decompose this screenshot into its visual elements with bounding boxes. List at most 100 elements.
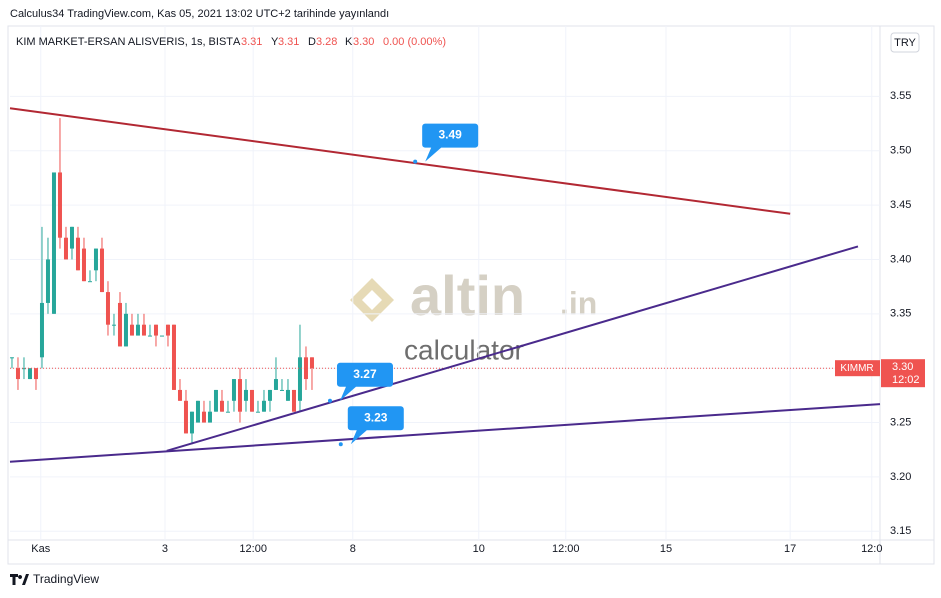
- x-tick-label: 8: [350, 543, 356, 555]
- footer-brand: TradingView: [33, 572, 99, 586]
- candle-body: [243, 389, 248, 401]
- candle-body: [225, 411, 230, 413]
- candle-body: [135, 324, 140, 336]
- candle-body: [177, 389, 182, 401]
- candle-body: [9, 357, 14, 359]
- candle-body: [237, 379, 242, 412]
- candle-body: [51, 172, 56, 314]
- candle-body: [99, 248, 104, 293]
- legend-label: Y: [271, 36, 279, 48]
- candle-body: [93, 248, 98, 271]
- candle-body: [183, 400, 188, 434]
- candle-body: [39, 302, 44, 358]
- currency-box[interactable]: [890, 32, 920, 53]
- y-tick-label: 3.50: [890, 145, 911, 157]
- candle-body: [297, 357, 302, 401]
- candle-body: [201, 411, 206, 423]
- annotation-label: 3.23: [364, 410, 388, 424]
- price-tag-time: 12:02: [892, 374, 920, 386]
- candle-body: [141, 324, 146, 336]
- candle-body: [207, 411, 212, 423]
- candle-body: [291, 389, 296, 412]
- x-tick-label: 12:00: [239, 543, 267, 555]
- y-tick-label: 3.45: [890, 199, 911, 211]
- legend-value: 3.31: [241, 36, 262, 48]
- candle-body: [33, 368, 38, 380]
- watermark-logo: [350, 278, 394, 322]
- candle-body: [255, 411, 260, 413]
- candle-body: [87, 281, 92, 283]
- candle-body: [69, 226, 74, 249]
- legend-label: D: [308, 36, 316, 48]
- candle-body: [189, 411, 194, 434]
- anchor-point: [327, 398, 332, 403]
- y-tick-label: 3.40: [890, 253, 911, 265]
- tv-icon: [10, 574, 29, 585]
- candle-body: [21, 368, 26, 370]
- legend-change: 0.00 (0.00%): [383, 36, 446, 48]
- currency[interactable]: TRY: [894, 37, 916, 49]
- symbol-tag-label: KIMMR: [840, 363, 873, 374]
- candle-body: [249, 389, 254, 412]
- candle-body: [63, 237, 68, 260]
- annotation-label: 3.27: [353, 367, 377, 381]
- candle-body: [165, 324, 170, 336]
- legend-label: A: [233, 36, 241, 48]
- y-tick-label: 3.35: [890, 308, 911, 320]
- candle-body: [75, 237, 80, 271]
- symbol: KIM MARKET-ERSAN ALISVERIS, 1s, BIST: [16, 36, 233, 48]
- footer-logo: TradingView: [10, 572, 99, 586]
- candle-body: [303, 357, 308, 380]
- watermark-brand: altin: [410, 264, 525, 327]
- x-tick-label: 15: [660, 543, 672, 555]
- candle-body: [261, 400, 266, 412]
- trendline: [166, 245, 859, 452]
- anchor-point: [413, 159, 418, 164]
- legend-value: 3.28: [316, 36, 337, 48]
- candle-body: [213, 389, 218, 412]
- candle-body: [309, 357, 314, 369]
- price-tag: [881, 359, 925, 388]
- candle-body: [57, 172, 62, 238]
- chart-frame: [7, 25, 935, 565]
- candle-body: [81, 248, 86, 282]
- x-tick-label: 12:00: [552, 543, 580, 555]
- x-tick-label: 17: [784, 543, 796, 555]
- trendline: [9, 107, 791, 215]
- legend: KIM MARKET-ERSAN ALISVERIS, 1s, BIST A 3…: [16, 36, 446, 48]
- candle-body: [159, 335, 164, 337]
- candle-body: [267, 389, 272, 401]
- callout: [336, 362, 393, 401]
- y-tick-label: 3.25: [890, 416, 911, 428]
- plot: 3.49 3.27 3.23: [9, 26, 881, 540]
- callout: [347, 406, 404, 445]
- candle-body: [219, 400, 224, 412]
- candle-body: [45, 259, 50, 303]
- y-tick-label: 3.55: [890, 90, 911, 102]
- candle-body: [285, 389, 290, 401]
- candle-body: [117, 302, 122, 347]
- watermark-sub: calculator: [404, 334, 524, 365]
- candle-body: [195, 400, 200, 423]
- candle-body: [105, 292, 110, 325]
- symbol-tag: [835, 360, 880, 377]
- x-tick-label: 3: [162, 543, 168, 555]
- annotation-label: 3.49: [439, 128, 463, 142]
- candle-body: [147, 335, 152, 337]
- legend-value: 3.30: [353, 36, 374, 48]
- candle-body: [153, 324, 158, 336]
- x-tick-label: 10: [473, 543, 485, 555]
- candle-body: [231, 379, 236, 401]
- candle-body: [15, 368, 20, 380]
- y-tick-label: 3.20: [890, 471, 911, 483]
- price-tag-label: 3.30: [892, 361, 913, 373]
- trendline: [9, 403, 881, 463]
- x-tick-label: 12:0: [861, 543, 882, 555]
- candle-body: [129, 324, 134, 336]
- candle-body: [273, 379, 278, 390]
- legend-label: K: [345, 36, 353, 48]
- candle-body: [111, 324, 116, 326]
- candle-body: [279, 389, 284, 391]
